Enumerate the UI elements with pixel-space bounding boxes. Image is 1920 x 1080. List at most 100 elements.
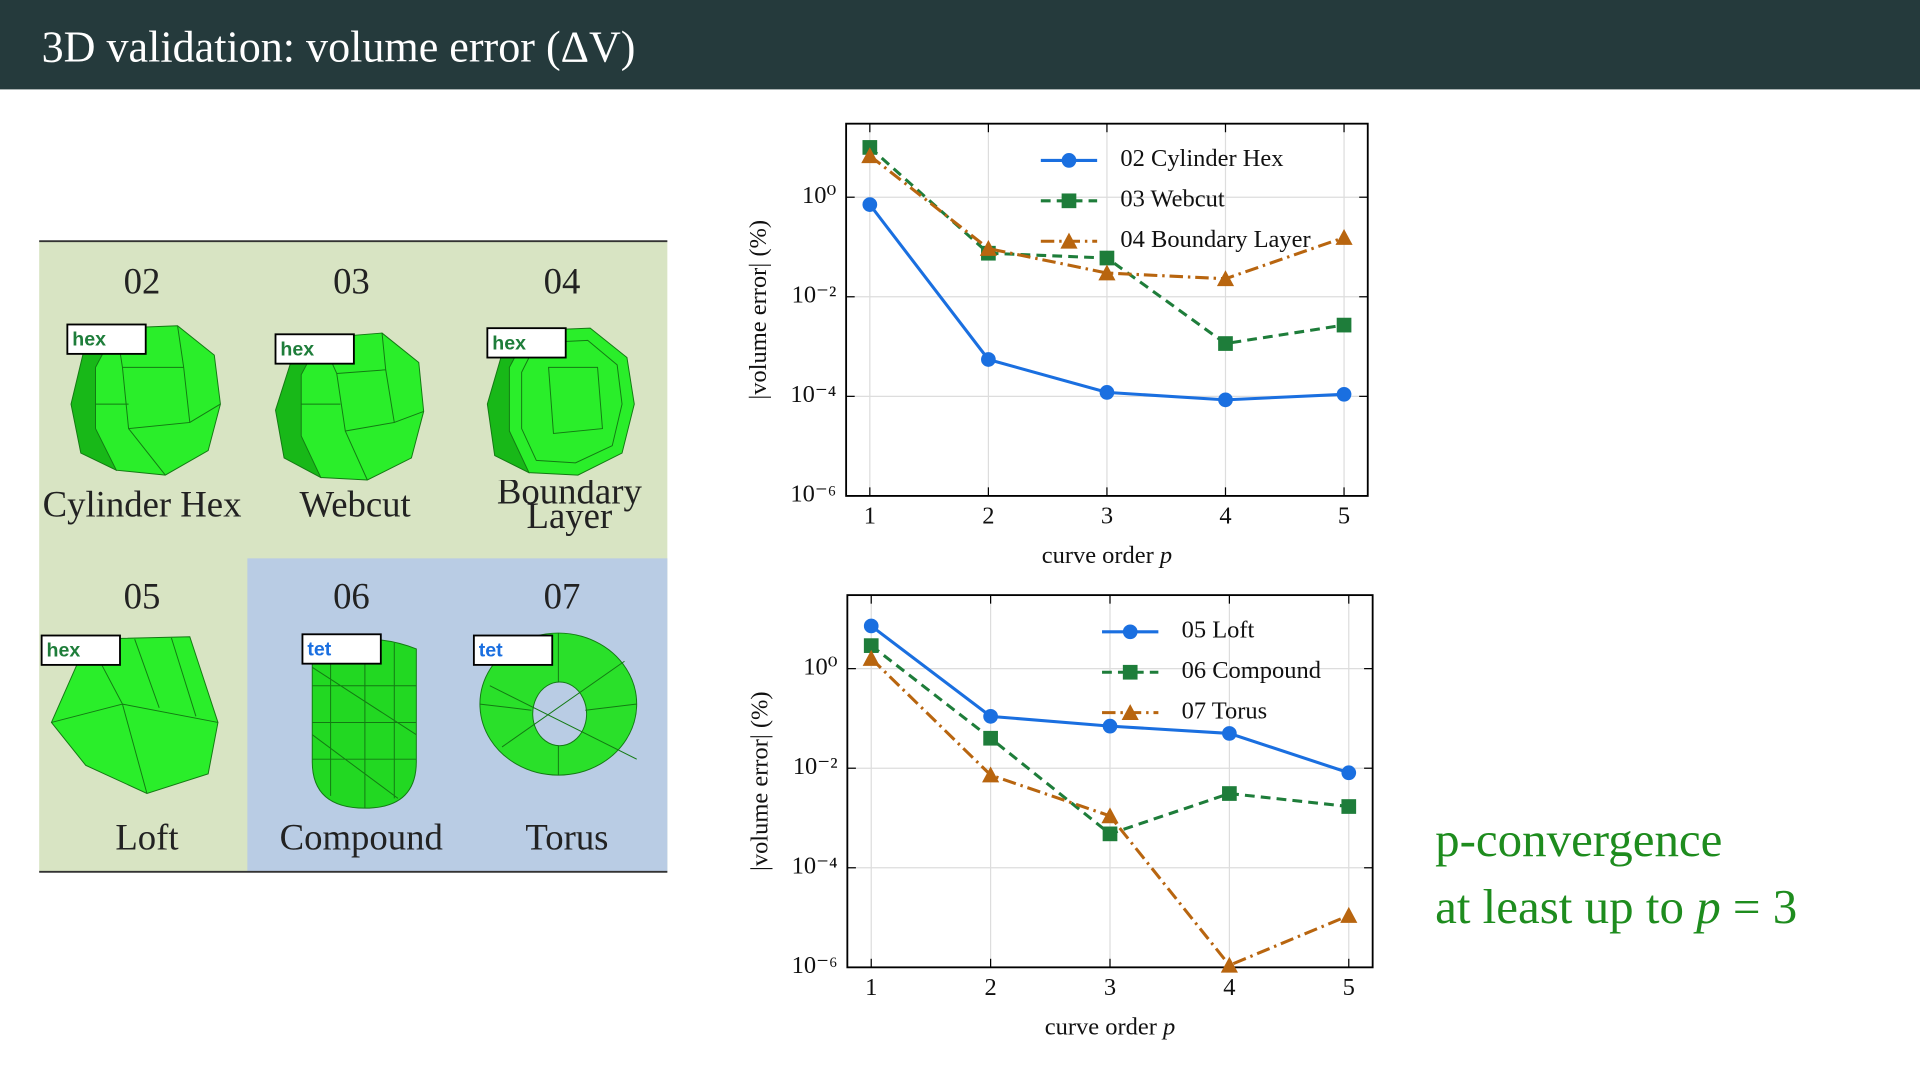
tag-text: hex xyxy=(47,640,81,662)
marker xyxy=(1101,807,1119,824)
x-axis-label-part: curve order xyxy=(1042,542,1160,569)
x-axis-label-part: curve order xyxy=(1045,1013,1163,1040)
x-tick-label: 2 xyxy=(984,974,996,1001)
callout-var: p xyxy=(1693,879,1720,934)
marker xyxy=(1216,270,1235,287)
marker xyxy=(862,649,880,666)
thumb-label: Loft xyxy=(115,817,178,858)
thumb-id: 04 xyxy=(544,261,581,302)
callout-line2: at least up to p = 3 xyxy=(1435,879,1797,934)
marker xyxy=(1222,786,1237,801)
marker xyxy=(1102,826,1118,842)
plot-frame xyxy=(846,594,1374,969)
mesh-lines xyxy=(311,639,417,809)
thumb-label: Webcut xyxy=(299,484,410,525)
x-tick-label: 1 xyxy=(865,974,877,1001)
legend-marker xyxy=(1061,153,1077,168)
callout-line1: p-convergence xyxy=(1435,812,1722,867)
thumb-label: Cylinder Hex xyxy=(43,484,242,525)
marker xyxy=(979,239,997,256)
marker xyxy=(983,730,998,746)
tag-box xyxy=(274,333,355,365)
tag-text: hex xyxy=(492,332,526,354)
legend-marker xyxy=(1061,193,1077,209)
tag-box xyxy=(301,633,382,665)
thumb-id: 02 xyxy=(124,261,161,302)
mesh-images xyxy=(50,325,638,809)
x-tick-label: 4 xyxy=(1223,974,1235,1001)
legend-label: 07 Torus xyxy=(1182,697,1268,724)
marker xyxy=(1222,726,1237,741)
x-axis-label-part: p xyxy=(1158,542,1172,569)
thumb-id: 03 xyxy=(333,261,370,302)
x-tick-label: 2 xyxy=(982,503,994,530)
marker xyxy=(1341,799,1357,814)
mesh-face xyxy=(300,332,425,481)
marker xyxy=(1220,956,1238,973)
callout-text: = 3 xyxy=(1721,879,1798,934)
mesh-face xyxy=(508,327,635,476)
marker xyxy=(1340,906,1358,923)
marker xyxy=(862,197,878,212)
marker xyxy=(1336,386,1352,402)
slide-title: 3D validation: volume error (ΔV) xyxy=(42,23,636,72)
legend-label: 02 Cylinder Hex xyxy=(1120,145,1283,172)
label-wrap: Boundary Layer xyxy=(496,480,642,537)
title-bar xyxy=(0,0,1920,90)
y-tick-label: 10⁻⁶ xyxy=(792,952,838,979)
y-axis-label: |volume error| (%) xyxy=(745,220,772,400)
mesh-face xyxy=(95,325,221,476)
x-tick-label: 5 xyxy=(1343,974,1355,1001)
x-tick-label: 3 xyxy=(1104,974,1116,1001)
x-tick-label: 4 xyxy=(1219,503,1231,530)
x-tick-label: 1 xyxy=(864,503,876,530)
y-tick-label: 10⁰ xyxy=(803,653,837,680)
series-line xyxy=(868,154,1345,281)
marker xyxy=(1102,718,1118,734)
plot-frame xyxy=(845,122,1369,497)
marker xyxy=(982,766,1000,783)
thumb-id: 05 xyxy=(124,575,161,616)
legend-label: 06 Compound xyxy=(1182,657,1321,684)
tag-text: hex xyxy=(72,329,106,351)
mesh-lines xyxy=(51,637,219,794)
tag-box xyxy=(472,634,554,666)
thumb-id: 06 xyxy=(333,575,370,616)
legend-marker xyxy=(1121,704,1139,720)
legend-marker xyxy=(1122,624,1138,640)
legend-label: 03 Webcut xyxy=(1120,185,1224,212)
tag-box xyxy=(66,323,147,355)
thumb-label: Torus xyxy=(525,817,608,858)
y-tick-label: 10⁻⁴ xyxy=(792,852,838,879)
mesh-lines xyxy=(521,339,623,464)
thumb-label: Compound xyxy=(280,817,443,858)
y-tick-label: 10⁰ xyxy=(802,182,836,209)
x-axis-label: curve order p xyxy=(1045,1013,1175,1040)
x-tick-label: 5 xyxy=(1338,503,1350,530)
mesh-face xyxy=(50,636,219,794)
marker xyxy=(1336,317,1352,333)
marker xyxy=(1341,765,1357,781)
marker xyxy=(1099,250,1115,266)
legend-marker xyxy=(1122,664,1138,680)
y-tick-label: 10⁻⁴ xyxy=(790,381,836,408)
y-axis-label: |volume error| (%) xyxy=(746,691,773,871)
marker xyxy=(981,352,996,367)
tag-box xyxy=(486,327,567,359)
y-tick-label: 10⁻⁶ xyxy=(790,481,836,508)
x-axis-label: curve order p xyxy=(1042,542,1172,569)
legend-label: 05 Loft xyxy=(1182,616,1255,643)
marker xyxy=(1335,228,1353,245)
marker xyxy=(1218,392,1233,408)
thumb-id: 07 xyxy=(544,575,581,616)
marker xyxy=(1099,385,1115,400)
callout-text: at least up to xyxy=(1435,879,1696,934)
y-tick-label: 10⁻² xyxy=(793,753,838,780)
tag-text: hex xyxy=(280,338,314,360)
marker xyxy=(983,709,998,724)
legend-label: 04 Boundary Layer xyxy=(1120,226,1310,253)
thumb-label: Boundary Layer xyxy=(496,480,642,537)
tag-text: tet xyxy=(479,640,503,662)
